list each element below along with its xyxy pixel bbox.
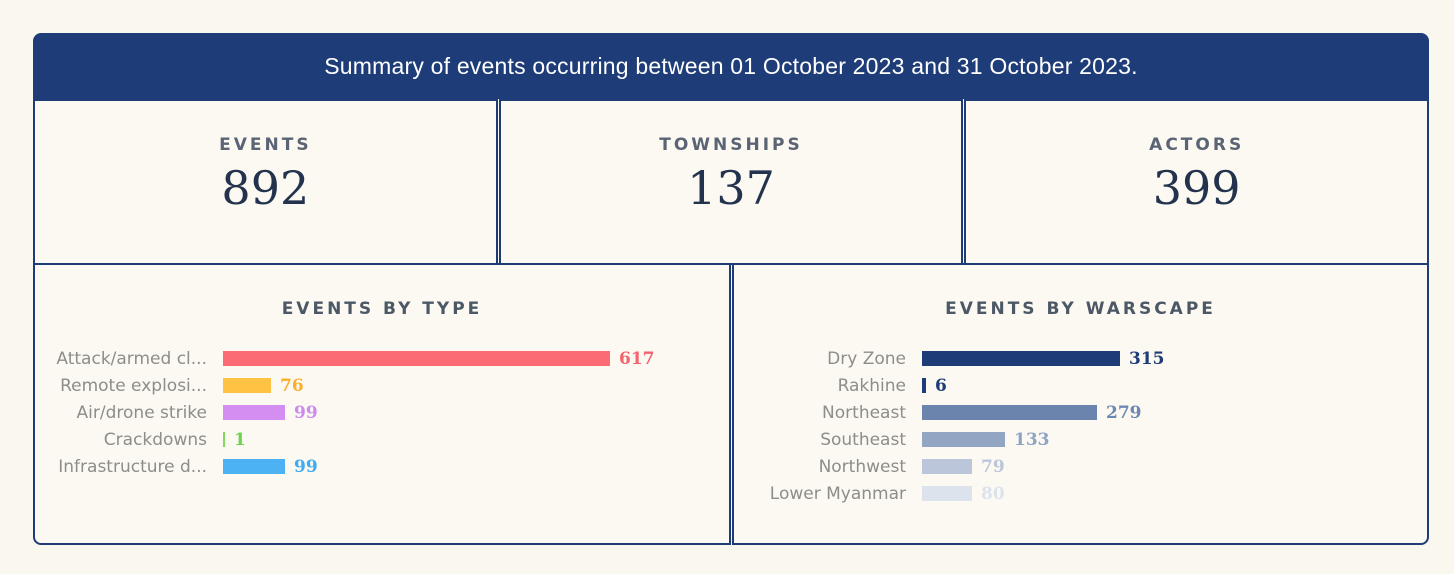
stat-label-actors: ACTORS	[1149, 135, 1245, 155]
bar-category-label: Crackdowns	[103, 429, 207, 450]
bar-category-label: Air/drone strike	[76, 402, 207, 423]
bar-value: 99	[294, 402, 318, 423]
bar-category-label: Lower Myanmar	[769, 483, 906, 504]
bar-row: Northeast 279	[734, 399, 1427, 426]
bar-row: Dry Zone 315	[734, 345, 1427, 372]
events-by-type-chart: EVENTS BY TYPE Attack/armed cl... 617 Remo…	[33, 263, 731, 545]
summary-title: Summary of events occurring between 01 O…	[324, 52, 1138, 79]
bar-track: 76	[223, 376, 729, 396]
bar-value: 617	[619, 348, 655, 369]
bar	[922, 486, 972, 501]
bar-row: Northwest 79	[734, 453, 1427, 480]
bar-row: Southeast 133	[734, 426, 1427, 453]
bar-track: 617	[223, 349, 729, 369]
bar-track: 315	[922, 349, 1427, 369]
events-by-warscape-chart: EVENTS BY WARSCAPE Dry Zone 315 Rakhine 6 No…	[732, 263, 1429, 545]
bar-value: 6	[935, 375, 947, 396]
stat-cell-townships: TOWNSHIPS 137	[498, 99, 964, 265]
bar-value: 99	[294, 456, 318, 477]
events-by-type-title: EVENTS BY TYPE	[281, 299, 483, 319]
bar	[223, 432, 225, 447]
bar-value: 1	[234, 429, 246, 450]
bar-row: Remote explosi... 76	[35, 372, 729, 399]
bar-track: 133	[922, 430, 1427, 450]
bar-row: Lower Myanmar 80	[734, 480, 1427, 507]
bar	[922, 459, 972, 474]
bar	[223, 351, 610, 366]
card-header: Summary of events occurring between 01 O…	[33, 33, 1429, 99]
bar-value: 76	[280, 375, 304, 396]
stat-cell-events: EVENTS 892	[33, 99, 498, 265]
stat-label-events: EVENTS	[219, 135, 312, 155]
bar-value: 80	[981, 483, 1005, 504]
bar-track: 6	[922, 376, 1427, 396]
bar-row: Attack/armed cl... 617	[35, 345, 729, 372]
bar-row: Rakhine 6	[734, 372, 1427, 399]
stats-row: EVENTS 892 TOWNSHIPS 137 ACTORS 399	[33, 99, 1430, 265]
bar-track: 1	[223, 430, 729, 450]
bar-row: Air/drone strike 99	[35, 399, 729, 426]
bar-value: 315	[1129, 348, 1165, 369]
bar-value: 79	[981, 456, 1005, 477]
stat-cell-actors: ACTORS 399	[964, 99, 1430, 265]
bar	[922, 378, 926, 393]
bar	[922, 351, 1120, 366]
bar-track: 279	[922, 403, 1427, 423]
stat-value-townships: 137	[687, 161, 775, 215]
events-by-type-bars: Attack/armed cl... 617 Remote explosi... 76…	[35, 345, 729, 480]
stat-value-actors: 399	[1152, 161, 1241, 215]
bar	[223, 378, 271, 393]
stat-value-events: 892	[221, 161, 310, 215]
bar-track: 79	[922, 457, 1427, 477]
bar-category-label: Attack/armed cl...	[56, 348, 207, 369]
bar-category-label: Southeast	[820, 429, 906, 450]
bar-category-label: Remote explosi...	[60, 375, 207, 396]
bar	[922, 432, 1005, 447]
summary-card: Summary of events occurring between 01 O…	[33, 33, 1430, 547]
bar-category-label: Rakhine	[837, 375, 906, 396]
bar-track: 99	[223, 403, 729, 423]
bar	[223, 459, 285, 474]
bar-category-label: Infrastructure d...	[58, 456, 207, 477]
events-by-warscape-title: EVENTS BY WARSCAPE	[945, 299, 1216, 319]
bar-row: Infrastructure d... 99	[35, 453, 729, 480]
stat-label-townships: TOWNSHIPS	[659, 135, 803, 155]
events-by-warscape-bars: Dry Zone 315 Rakhine 6 Northeast 279 Southeast…	[734, 345, 1427, 507]
bar-row: Crackdowns 1	[35, 426, 729, 453]
bar-value: 279	[1106, 402, 1142, 423]
bar-track: 80	[922, 484, 1427, 504]
bar-value: 133	[1014, 429, 1050, 450]
bar-category-label: Northwest	[818, 456, 906, 477]
bar-category-label: Dry Zone	[827, 348, 906, 369]
charts-row: EVENTS BY TYPE Attack/armed cl... 617 Remo…	[33, 263, 1429, 545]
bar-category-label: Northeast	[822, 402, 906, 423]
bar	[922, 405, 1097, 420]
bar	[223, 405, 285, 420]
bar-track: 99	[223, 457, 729, 477]
